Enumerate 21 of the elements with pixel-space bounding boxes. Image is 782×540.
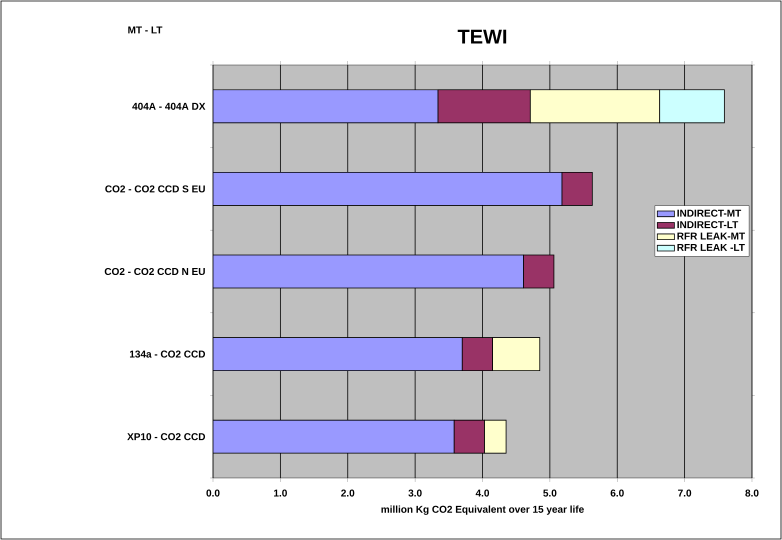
y-tick-label: CO2 - CO2 CCD N EU — [104, 268, 205, 276]
x-axis-title: million Kg CO2 Equivalent over 15 year life — [381, 505, 584, 515]
x-tick-label: 5.0 — [543, 490, 556, 497]
x-tick-label: 0.0 — [206, 490, 220, 497]
text: MT - LT — [128, 26, 162, 34]
legend-label: RFR LEAK -LT — [677, 244, 745, 251]
x-tick-label: 2.0 — [341, 490, 354, 497]
y-tick-label: 134a - CO2 CCD — [130, 350, 206, 358]
x-tick-label: 1.0 — [274, 490, 287, 497]
legend-label: RFR LEAK-MT — [677, 232, 745, 240]
x-tick-label: 7.0 — [678, 490, 692, 497]
y-tick-label: CO2 - CO2 CCD S EU — [105, 185, 205, 192]
x-tick-label: 8.0 — [745, 490, 759, 497]
y-tick-label: XP10 - CO2 CCD — [127, 433, 206, 440]
x-tick-label: 3.0 — [408, 490, 422, 497]
x-tick-label: 4.0 — [476, 490, 490, 497]
y-tick-label: 404A - 404A DX — [132, 102, 206, 110]
x-tick-label: 6.0 — [610, 490, 624, 497]
legend-label: INDIRECT-MT — [677, 210, 742, 217]
legend-label: INDIRECT-LT — [677, 221, 738, 228]
chart-title: TEWI — [458, 30, 506, 44]
